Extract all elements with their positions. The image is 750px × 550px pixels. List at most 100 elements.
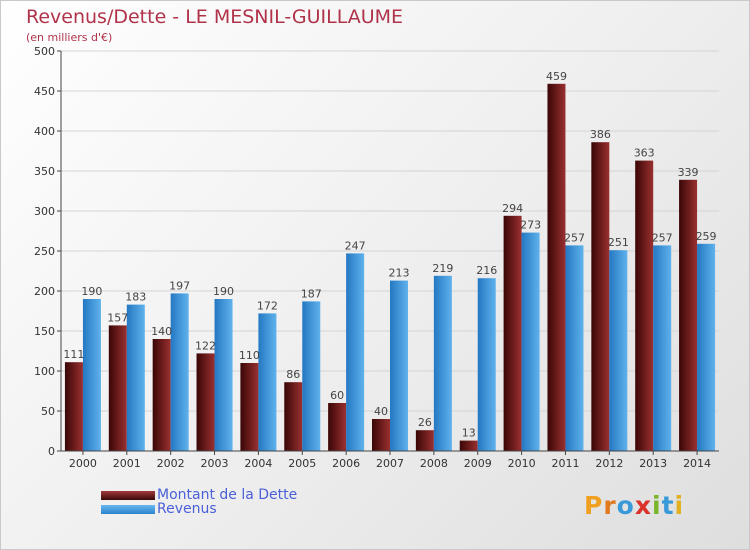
bar-revenue — [521, 232, 540, 451]
data-label-revenue: 190 — [213, 285, 234, 298]
data-label-debt: 111 — [63, 348, 84, 361]
chart-subtitle: (en milliers d'€) — [26, 31, 113, 44]
bar-revenue — [346, 253, 365, 451]
legend-swatch-revenue — [101, 504, 155, 514]
x-tick-label: 2004 — [244, 457, 272, 470]
x-tick-label: 2000 — [69, 457, 97, 470]
x-tick-label: 2006 — [332, 457, 360, 470]
data-label-debt: 140 — [151, 325, 172, 338]
bar-debt — [64, 362, 83, 451]
logo-letter: P — [584, 491, 604, 520]
bar-revenue — [477, 278, 496, 451]
x-tick-label: 2001 — [113, 457, 141, 470]
data-labels: 111 190 157 183 140 197 122 190 110 172 86 187 60 247… — [63, 70, 716, 440]
x-tick-label: 2010 — [508, 457, 536, 470]
data-label-revenue: 259 — [696, 230, 717, 243]
bar-revenue — [433, 275, 452, 451]
data-label-debt: 60 — [330, 389, 344, 402]
legend-item-revenue: Revenus — [101, 501, 217, 517]
bar-revenue — [302, 301, 321, 451]
bar-debt — [372, 419, 390, 451]
y-tick-label: 400 — [34, 125, 55, 138]
data-label-debt: 386 — [590, 128, 611, 141]
bar-debt — [152, 339, 171, 451]
x-tick-label: 2012 — [595, 457, 623, 470]
y-tick-label: 150 — [34, 325, 55, 338]
bar-revenue — [214, 299, 233, 451]
y-tick-label: 300 — [34, 205, 55, 218]
y-tick-label: 0 — [48, 445, 55, 458]
x-tick-label: 2005 — [288, 457, 316, 470]
y-tick-label: 350 — [34, 165, 55, 178]
x-tick-label: 2002 — [157, 457, 185, 470]
data-label-debt: 459 — [546, 70, 567, 83]
logo-letter: x — [634, 491, 652, 520]
x-tick-label: 2013 — [639, 457, 667, 470]
data-label-revenue: 187 — [301, 287, 322, 300]
bar-revenue — [258, 313, 277, 451]
legend-label-debt: Montant de la Dette — [157, 487, 298, 503]
legend-label-revenue: Revenus — [157, 501, 217, 517]
bar-debt — [591, 142, 610, 451]
data-label-debt: 122 — [195, 339, 216, 352]
bar-revenue — [170, 293, 189, 451]
data-label-debt: 86 — [286, 368, 300, 381]
bar-revenue — [390, 280, 408, 451]
data-label-revenue: 213 — [389, 267, 410, 280]
data-label-revenue: 197 — [169, 279, 190, 292]
bar-debt — [415, 430, 434, 451]
legend-swatch-debt — [101, 490, 155, 500]
data-label-debt: 110 — [239, 349, 260, 362]
proxiti-logo: Proxiti — [584, 491, 684, 520]
x-tick-label: 2009 — [464, 457, 492, 470]
bar-revenue — [126, 304, 145, 451]
bar-debt — [635, 160, 654, 451]
legend-item-debt: Montant de la Dette — [101, 487, 297, 503]
bar-revenue — [653, 245, 672, 451]
logo-letter: r — [603, 491, 617, 520]
bar-debt — [284, 382, 303, 451]
logo-letter: o — [616, 491, 635, 520]
data-label-revenue: 257 — [652, 231, 673, 244]
x-tick-label: 2014 — [683, 457, 711, 470]
chart-title: Revenus/Dette - LE MESNIL-GUILLAUME — [26, 6, 404, 28]
bar-debt — [503, 215, 522, 451]
data-label-debt: 157 — [107, 311, 128, 324]
bar-revenue — [697, 243, 716, 451]
y-tick-label: 500 — [34, 45, 55, 58]
data-label-revenue: 219 — [432, 262, 453, 275]
bar-debt — [240, 363, 259, 451]
data-label-revenue: 273 — [520, 219, 541, 232]
logo-letter: t — [661, 491, 675, 520]
bar-revenue — [565, 245, 584, 451]
bars — [64, 83, 716, 452]
y-tick-label: 50 — [41, 405, 55, 418]
data-label-revenue: 257 — [564, 231, 585, 244]
bar-debt — [108, 325, 127, 451]
logo-letter: i — [652, 491, 662, 520]
x-tick-label: 2008 — [420, 457, 448, 470]
data-label-debt: 339 — [678, 166, 699, 179]
y-tick-label: 450 — [34, 85, 55, 98]
data-label-revenue: 172 — [257, 299, 278, 312]
data-label-debt: 40 — [374, 405, 388, 418]
logo-letter: i — [674, 491, 685, 520]
data-label-revenue: 216 — [476, 264, 497, 277]
bar-debt — [196, 353, 215, 451]
y-tick-label: 250 — [34, 245, 55, 258]
x-tick-label: 2011 — [551, 457, 579, 470]
x-tick-label: 2007 — [376, 457, 404, 470]
bar-revenue — [609, 250, 628, 451]
y-tick-label: 200 — [34, 285, 55, 298]
bar-revenue — [82, 299, 101, 451]
data-label-debt: 294 — [502, 202, 523, 215]
data-label-revenue: 190 — [81, 285, 102, 298]
data-label-debt: 26 — [418, 416, 432, 429]
x-tick-label: 2003 — [201, 457, 229, 470]
bar-debt — [328, 403, 347, 451]
axes: 0 50 100 150 200 250 300 350 400 450 500 2000 2001 20… — [34, 45, 719, 470]
data-label-revenue: 247 — [345, 239, 366, 252]
data-label-revenue: 183 — [125, 291, 146, 304]
